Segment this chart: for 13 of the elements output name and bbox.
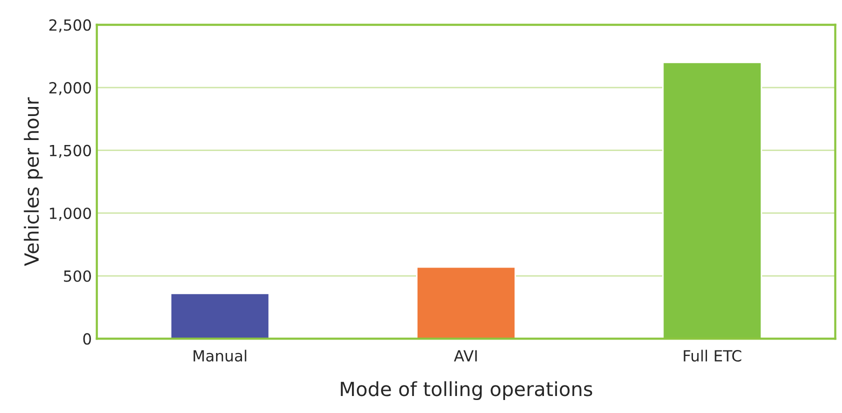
bar — [416, 266, 516, 339]
x-tick-label: Full ETC — [684, 350, 742, 362]
x-tick-label: AVI — [454, 350, 477, 362]
y-tick-label: 1,500 — [50, 144, 91, 158]
y-tick-label: 2,000 — [49, 82, 91, 96]
bar — [170, 292, 270, 339]
x-axis-title: Mode of tolling operations — [340, 381, 592, 400]
x-tick-label: Manual — [194, 350, 246, 362]
y-tick-label: 1,000 — [50, 208, 91, 221]
y-tick-label: 0 — [83, 333, 91, 345]
y-axis-title: Vehicles per hour — [24, 97, 43, 266]
y-tick-label: 500 — [64, 270, 91, 282]
y-tick-label: 2,500 — [49, 19, 91, 32]
